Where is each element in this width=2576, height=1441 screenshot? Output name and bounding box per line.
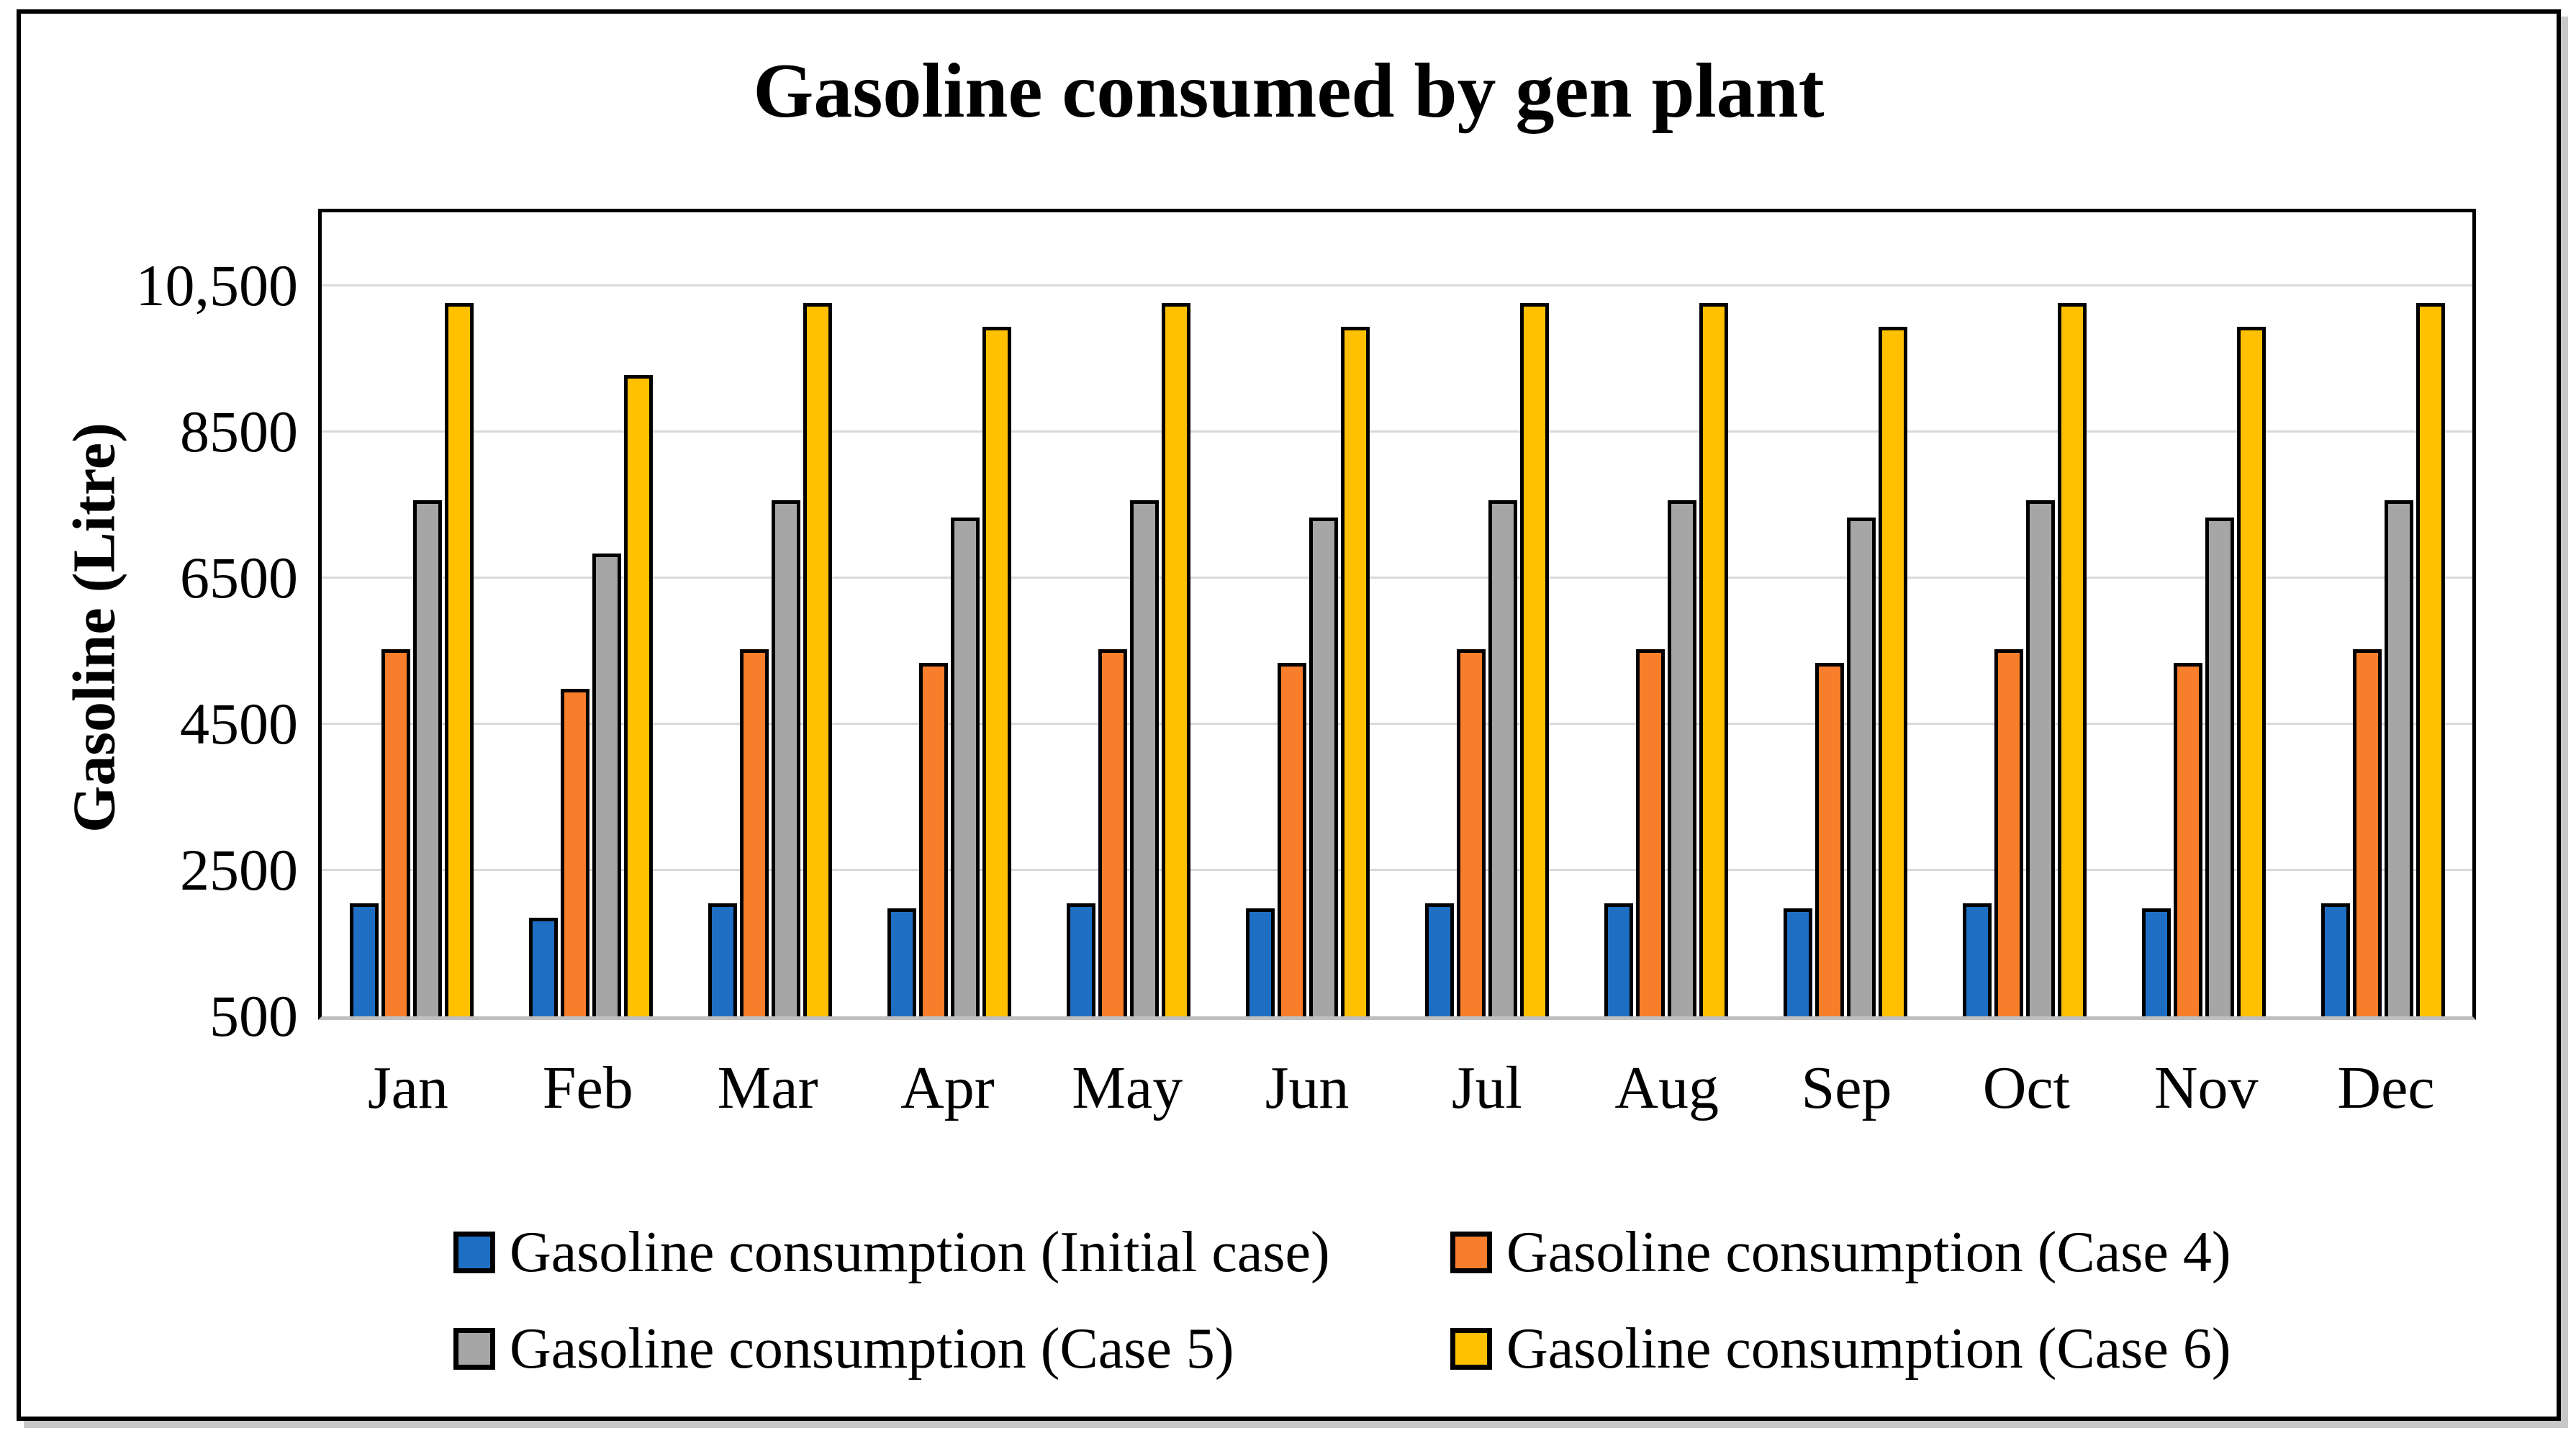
bar	[592, 554, 621, 1016]
gridline	[322, 430, 2472, 433]
bar	[708, 903, 737, 1016]
bar	[1635, 649, 1665, 1016]
bar	[2173, 663, 2202, 1016]
bar	[528, 918, 558, 1016]
chart-title: Gasoline consumed by gen plant	[753, 48, 1825, 134]
x-axis-label: Nov	[2154, 1054, 2259, 1121]
x-axis-labels: Jan Feb Mar Apr May Jun Jul Aug Sep Oct Nov Dec	[318, 1052, 2476, 1124]
bar	[2352, 649, 2382, 1016]
bar	[2025, 500, 2055, 1016]
y-axis-title: Gasoline (Litre)	[60, 422, 128, 834]
bar	[1340, 327, 1370, 1016]
bar	[2057, 303, 2087, 1016]
bar	[381, 649, 410, 1016]
x-axis-label: Apr	[900, 1054, 995, 1121]
bar	[412, 500, 442, 1016]
bar	[1066, 903, 1095, 1016]
y-tick-label: 6500	[180, 544, 298, 610]
legend: Gasoline consumption (Initial case) Gasol…	[453, 1218, 2231, 1383]
gridline	[322, 577, 2472, 579]
x-axis-label: Feb	[542, 1054, 633, 1121]
bar	[1309, 518, 1338, 1016]
legend-item: Gasoline consumption (Case 4)	[1450, 1218, 2231, 1287]
bar	[1129, 500, 1159, 1016]
bar	[623, 375, 653, 1016]
legend-swatch-icon	[453, 1328, 495, 1370]
bar	[1783, 908, 1812, 1016]
gridline	[322, 869, 2472, 872]
bar	[1604, 903, 1633, 1016]
bar	[2236, 327, 2266, 1016]
bar	[444, 303, 474, 1016]
bar	[803, 303, 832, 1016]
x-axis-label: Jun	[1265, 1054, 1350, 1121]
bar	[1277, 663, 1306, 1016]
legend-label: Gasoline consumption (Case 4)	[1506, 1221, 2231, 1284]
bar	[1519, 303, 1549, 1016]
gridline	[322, 284, 2472, 287]
x-axis-label: Aug	[1614, 1054, 1719, 1121]
bar	[1667, 500, 1696, 1016]
x-axis-label: May	[1072, 1054, 1183, 1121]
bar	[1815, 663, 1844, 1016]
x-axis-label: Jan	[367, 1054, 448, 1121]
plot-area	[318, 209, 2476, 1020]
legend-label: Gasoline consumption (Case 6)	[1506, 1317, 2231, 1381]
bar	[2384, 500, 2413, 1016]
legend-item: Gasoline consumption (Case 5)	[453, 1314, 1450, 1383]
y-tick-label: 8500	[180, 398, 298, 464]
y-tick-label: 4500	[180, 690, 298, 756]
bar	[1098, 649, 1127, 1016]
bar	[739, 649, 769, 1016]
bar	[2415, 303, 2445, 1016]
bar	[349, 903, 379, 1016]
x-axis-label: Sep	[1801, 1054, 1892, 1121]
legend-swatch-icon	[1450, 1328, 1492, 1370]
bar	[1994, 649, 2023, 1016]
bar	[1245, 908, 1275, 1016]
y-tick-label: 500	[209, 983, 298, 1049]
legend-label: Gasoline consumption (Initial case)	[510, 1221, 1330, 1284]
bar	[887, 908, 916, 1016]
bar	[1846, 518, 1876, 1016]
bar	[2205, 518, 2234, 1016]
bar	[2141, 908, 2171, 1016]
bar	[2320, 903, 2350, 1016]
bar	[918, 663, 948, 1016]
y-tick-label: 2500	[180, 836, 298, 903]
bar	[1161, 303, 1190, 1016]
bar	[1962, 903, 1992, 1016]
legend-item: Gasoline consumption (Initial case)	[453, 1218, 1450, 1287]
x-axis-label: Mar	[717, 1054, 818, 1121]
bar	[1424, 903, 1454, 1016]
bar	[560, 689, 589, 1016]
bar	[1456, 649, 1486, 1016]
y-tick-label: 10,500	[135, 252, 299, 318]
gridline	[322, 723, 2472, 726]
legend-swatch-icon	[1450, 1232, 1492, 1273]
x-axis-label: Oct	[1982, 1054, 2071, 1121]
bar	[771, 500, 800, 1016]
bar	[1699, 303, 1728, 1016]
legend-item: Gasoline consumption (Case 6)	[1450, 1314, 2231, 1383]
x-axis-label: Jul	[1451, 1054, 1522, 1121]
bar	[1878, 327, 1907, 1016]
x-axis-label: Dec	[2337, 1054, 2435, 1121]
legend-swatch-icon	[453, 1232, 495, 1273]
legend-label: Gasoline consumption (Case 5)	[510, 1317, 1234, 1381]
bar	[982, 327, 1011, 1016]
bar	[950, 518, 980, 1016]
bar	[1488, 500, 1517, 1016]
